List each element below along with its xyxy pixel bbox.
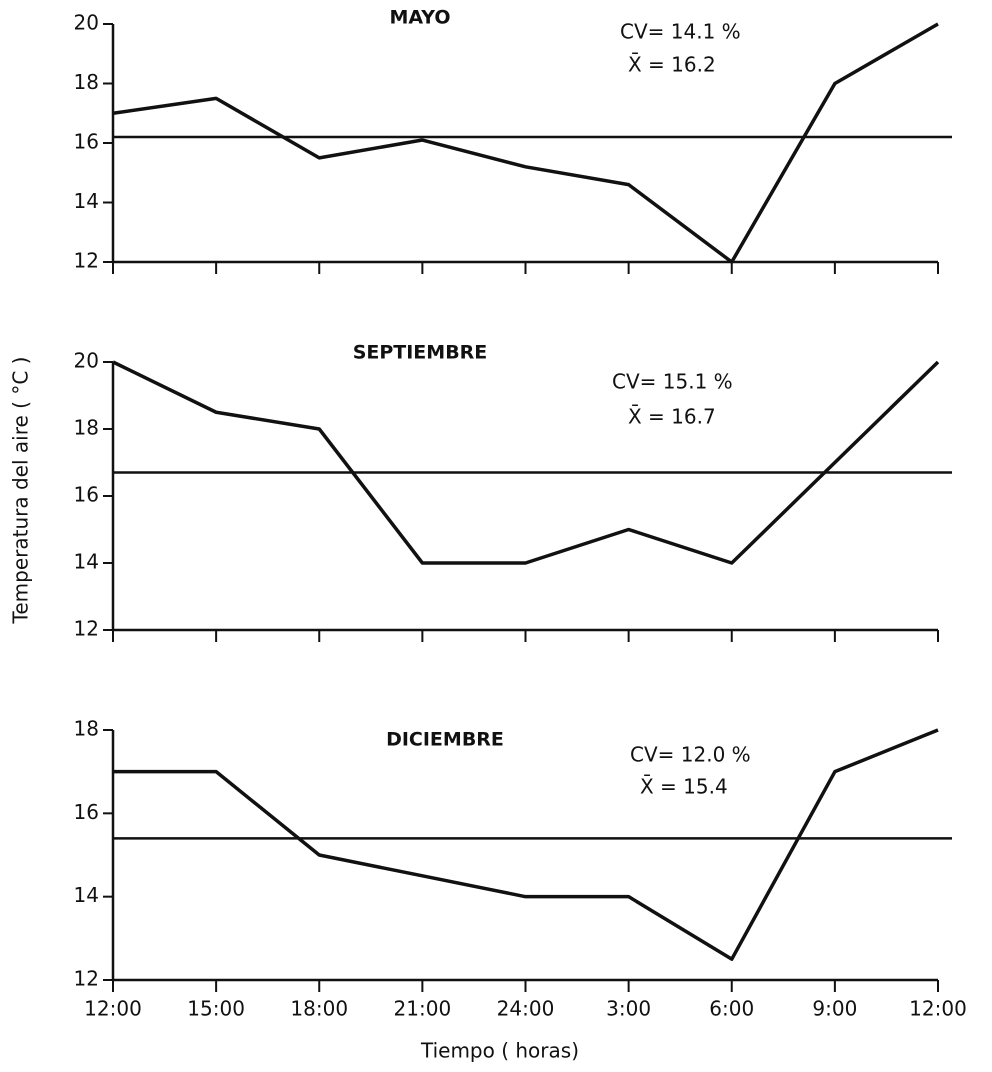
y-tick-label: 12 — [74, 967, 99, 991]
data-line — [112, 360, 940, 565]
y-tick-label: 20 — [74, 11, 99, 35]
y-tick-label: 18 — [74, 717, 99, 741]
cv-annotation: CV= 14.1 % — [620, 20, 741, 44]
y-tick-label: 12 — [74, 249, 99, 273]
x-tick-label: 21:00 — [394, 997, 452, 1021]
y-tick-label: 16 — [74, 483, 99, 507]
x-tick-label: 6:00 — [709, 997, 754, 1021]
panel-title: DICIEMBRE — [386, 729, 504, 751]
y-tick-label: 18 — [74, 416, 99, 440]
x-tick-label: 12:00 — [84, 997, 142, 1021]
data-line — [113, 728, 939, 961]
mean-annotation: X̄ = 16.2 — [628, 52, 716, 77]
y-tick-label: 16 — [74, 130, 99, 154]
x-tick-label: 9:00 — [812, 997, 857, 1021]
y-tick-label: 12 — [74, 617, 99, 641]
x-axis-label: Tiempo ( horas) — [420, 1039, 579, 1063]
y-axis-label: Temperatura del aire ( °C ) — [9, 357, 33, 625]
x-tick-label: 12:00 — [909, 997, 967, 1021]
y-tick-label: 14 — [74, 189, 99, 213]
x-tick-label: 24:00 — [497, 997, 555, 1021]
mean-annotation: X̄ = 16.7 — [628, 404, 716, 429]
y-tick-label: 14 — [74, 883, 99, 907]
mean-annotation: X̄ = 15.4 — [640, 774, 728, 799]
x-tick-label: 3:00 — [606, 997, 651, 1021]
panel-title: MAYO — [389, 7, 450, 29]
cv-annotation: CV= 15.1 % — [612, 370, 733, 394]
y-tick-label: 14 — [74, 550, 99, 574]
y-tick-label: 20 — [74, 349, 99, 373]
cv-annotation: CV= 12.0 % — [630, 743, 751, 767]
panel-title: SEPTIEMBRE — [353, 342, 488, 364]
y-tick-label: 16 — [74, 800, 99, 824]
y-tick-label: 18 — [74, 70, 99, 94]
x-tick-label: 15:00 — [187, 997, 245, 1021]
data-line — [112, 22, 939, 264]
x-tick-label: 18:00 — [290, 997, 348, 1021]
